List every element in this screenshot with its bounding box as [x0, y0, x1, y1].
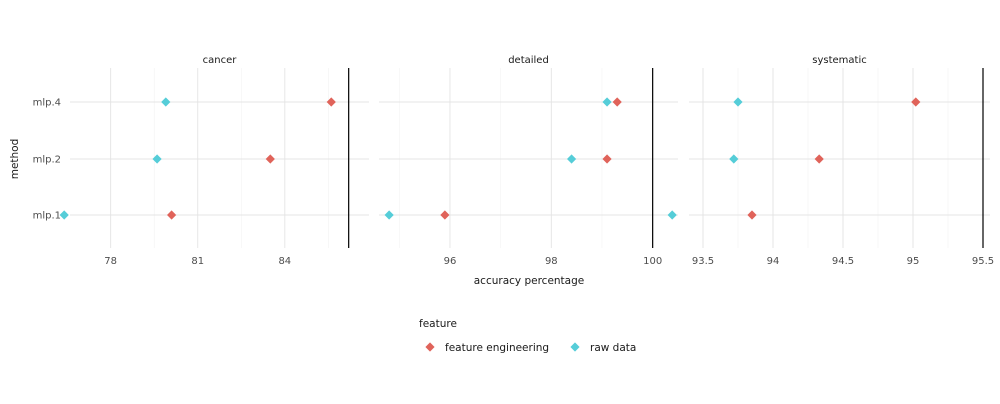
y-tick-label: mlp.4 — [33, 98, 61, 109]
legend-label: raw data — [590, 342, 636, 354]
data-point — [265, 154, 275, 164]
panel-detailed: detailed 96 98 100 — [379, 55, 678, 267]
x-tick-label: 94.5 — [832, 256, 854, 267]
legend: feature feature engineering raw data — [419, 318, 636, 354]
y-axis-title: method — [9, 139, 21, 180]
legend-label: feature engineering — [445, 342, 549, 354]
data-point — [733, 97, 743, 107]
data-point — [602, 154, 612, 164]
data-point — [161, 97, 171, 107]
panel-cancer: cancer 78 81 84 — [59, 55, 369, 267]
y-tick-label: mlp.2 — [33, 155, 61, 166]
legend-key — [570, 342, 580, 352]
x-tick-label: 96 — [444, 256, 457, 267]
legend-entries: feature engineering raw data — [425, 342, 636, 354]
data-point — [612, 97, 622, 107]
facet-label: detailed — [508, 55, 549, 66]
data-point — [602, 97, 612, 107]
legend-key — [425, 342, 435, 352]
facet-label: cancer — [203, 55, 238, 66]
y-tick-label: mlp.1 — [33, 211, 61, 222]
data-point — [384, 210, 394, 220]
data-point — [729, 154, 739, 164]
x-tick-label: 84 — [278, 256, 291, 267]
data-point — [566, 154, 577, 164]
facet-label: systematic — [812, 55, 866, 66]
x-tick-label: 100 — [643, 256, 662, 267]
data-point — [747, 210, 757, 220]
x-tick-label: 95.5 — [972, 256, 994, 267]
data-point — [167, 210, 177, 220]
data-point — [59, 210, 69, 220]
legend-title: feature — [419, 318, 457, 330]
x-axis-title: accuracy percentage — [474, 275, 585, 287]
panel-systematic: systematic 93.5 94 94.5 95 95.5 — [667, 55, 994, 267]
data-point — [440, 210, 450, 220]
data-point — [814, 154, 824, 164]
data-point — [326, 97, 336, 107]
x-tick-label: 93.5 — [692, 256, 714, 267]
x-tick-label: 94 — [767, 256, 780, 267]
data-point — [667, 210, 677, 220]
x-tick-label: 98 — [545, 256, 558, 267]
x-tick-label: 78 — [104, 256, 117, 267]
x-tick-label: 95 — [907, 256, 920, 267]
data-point — [152, 154, 162, 164]
panels-layer: cancer 78 81 84 detailed 96 98 100 systematic 93.… — [33, 55, 995, 267]
data-point — [911, 97, 921, 107]
x-tick-label: 81 — [191, 256, 204, 267]
